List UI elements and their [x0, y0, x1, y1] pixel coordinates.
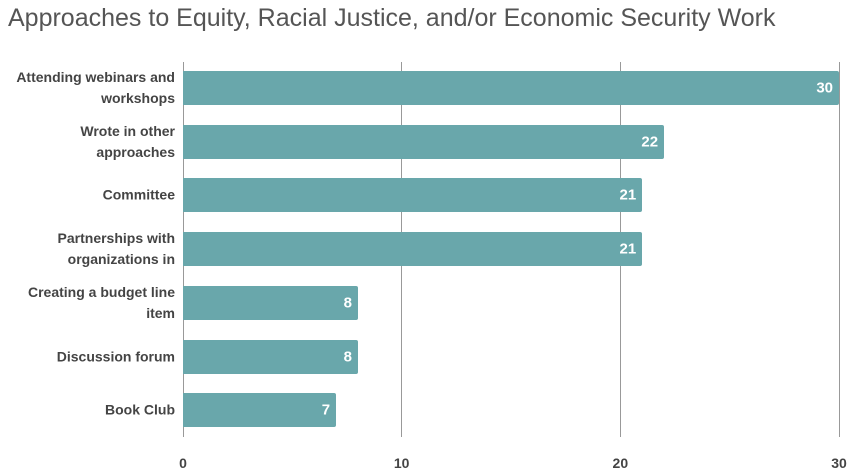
value-label: 22 [641, 133, 659, 151]
grid-line [838, 62, 840, 437]
x-tick-label: 0 [179, 455, 187, 471]
bar [183, 124, 665, 159]
category-label: Attending webinars and workshops [16, 69, 175, 106]
value-label: 8 [343, 348, 352, 365]
category-label: Partnerships with organizations in [57, 230, 175, 268]
category-label: Book Club [105, 401, 175, 418]
bar [183, 393, 337, 428]
value-label: 21 [619, 240, 637, 258]
chart-title: Approaches to Equity, Racial Justice, an… [8, 4, 776, 32]
category-label: Creating a budget line item [27, 283, 175, 321]
value-label: 21 [619, 186, 637, 204]
x-tick-label: 10 [393, 455, 410, 471]
bar [183, 71, 839, 105]
category-label: Wrote in other approaches [80, 122, 175, 160]
bar [183, 178, 643, 213]
category-label: Discussion forum [56, 348, 175, 364]
value-label: 30 [816, 79, 833, 97]
category-label: Committee [102, 186, 175, 203]
value-label: 7 [321, 401, 331, 419]
x-tick-label: 20 [612, 455, 629, 471]
bar [183, 339, 358, 374]
value-label: 8 [343, 294, 352, 312]
x-tick-label: 30 [831, 455, 847, 471]
bar [183, 232, 643, 267]
bar [183, 285, 358, 320]
